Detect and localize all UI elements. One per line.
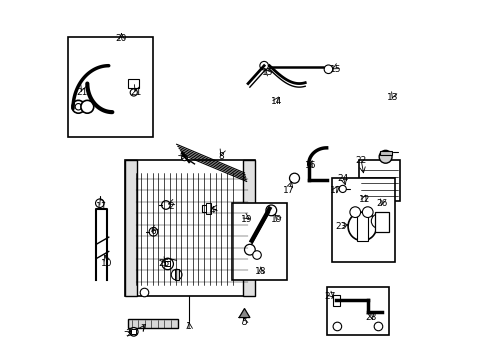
Bar xyxy=(374,212,388,232)
Bar xyxy=(358,160,399,202)
Circle shape xyxy=(149,228,157,236)
Bar xyxy=(326,287,388,336)
Bar xyxy=(128,319,178,328)
Text: 15: 15 xyxy=(329,65,341,74)
Text: 18: 18 xyxy=(254,267,266,276)
Bar xyxy=(242,160,255,296)
Bar xyxy=(165,261,170,266)
Text: 2: 2 xyxy=(168,202,174,211)
Bar xyxy=(205,203,211,214)
Text: 11: 11 xyxy=(96,202,107,211)
Circle shape xyxy=(252,251,261,259)
Text: 21: 21 xyxy=(76,88,87,97)
Circle shape xyxy=(171,269,182,280)
Bar xyxy=(231,203,287,280)
Circle shape xyxy=(162,258,173,270)
Bar xyxy=(331,178,394,262)
Text: 24: 24 xyxy=(336,174,347,183)
Text: 15: 15 xyxy=(262,68,273,77)
Bar xyxy=(201,205,210,212)
Circle shape xyxy=(181,155,187,161)
Bar xyxy=(128,79,139,88)
Text: 25: 25 xyxy=(158,260,169,269)
Text: 4: 4 xyxy=(209,206,215,215)
Text: 21: 21 xyxy=(130,88,141,97)
Text: 27: 27 xyxy=(324,292,335,301)
Circle shape xyxy=(370,214,385,228)
Circle shape xyxy=(244,244,255,255)
Text: 8: 8 xyxy=(218,152,224,161)
Circle shape xyxy=(335,182,345,192)
Text: 17: 17 xyxy=(283,186,294,195)
Text: 19: 19 xyxy=(240,215,251,224)
Circle shape xyxy=(265,205,276,216)
Circle shape xyxy=(129,328,138,336)
Bar xyxy=(124,160,137,296)
Circle shape xyxy=(81,100,94,113)
Text: 1: 1 xyxy=(186,322,192,331)
Bar xyxy=(332,295,340,306)
Circle shape xyxy=(95,199,104,207)
Text: 3: 3 xyxy=(125,329,131,338)
Circle shape xyxy=(347,212,376,241)
Text: 17: 17 xyxy=(329,186,341,195)
Circle shape xyxy=(362,207,372,217)
Bar xyxy=(356,212,367,241)
Text: 20: 20 xyxy=(115,35,127,44)
Text: 23: 23 xyxy=(335,222,346,231)
Circle shape xyxy=(130,89,137,96)
Text: 19: 19 xyxy=(270,215,282,224)
Text: 7: 7 xyxy=(140,324,145,333)
Text: 13: 13 xyxy=(386,93,398,102)
Circle shape xyxy=(332,322,341,331)
Bar xyxy=(67,37,153,137)
Text: 14: 14 xyxy=(270,97,282,106)
Bar xyxy=(124,160,255,296)
Circle shape xyxy=(259,62,268,70)
Text: 6: 6 xyxy=(150,227,156,236)
Text: 12: 12 xyxy=(358,195,369,204)
Circle shape xyxy=(140,288,148,297)
Bar xyxy=(175,269,179,280)
Text: 16: 16 xyxy=(304,161,316,170)
Text: 5: 5 xyxy=(241,318,247,327)
Circle shape xyxy=(75,104,81,110)
Text: 22: 22 xyxy=(354,156,366,165)
Text: 28: 28 xyxy=(365,313,376,322)
Circle shape xyxy=(162,201,170,209)
Circle shape xyxy=(339,185,346,193)
Circle shape xyxy=(378,150,391,163)
Bar xyxy=(131,329,136,334)
Polygon shape xyxy=(239,309,249,318)
Text: 10: 10 xyxy=(101,260,113,269)
Text: 26: 26 xyxy=(376,199,387,208)
Circle shape xyxy=(72,100,84,113)
Circle shape xyxy=(289,173,299,183)
Text: 9: 9 xyxy=(179,152,184,161)
Bar xyxy=(379,151,391,155)
Circle shape xyxy=(373,322,382,331)
Circle shape xyxy=(349,207,360,217)
Circle shape xyxy=(324,65,332,73)
